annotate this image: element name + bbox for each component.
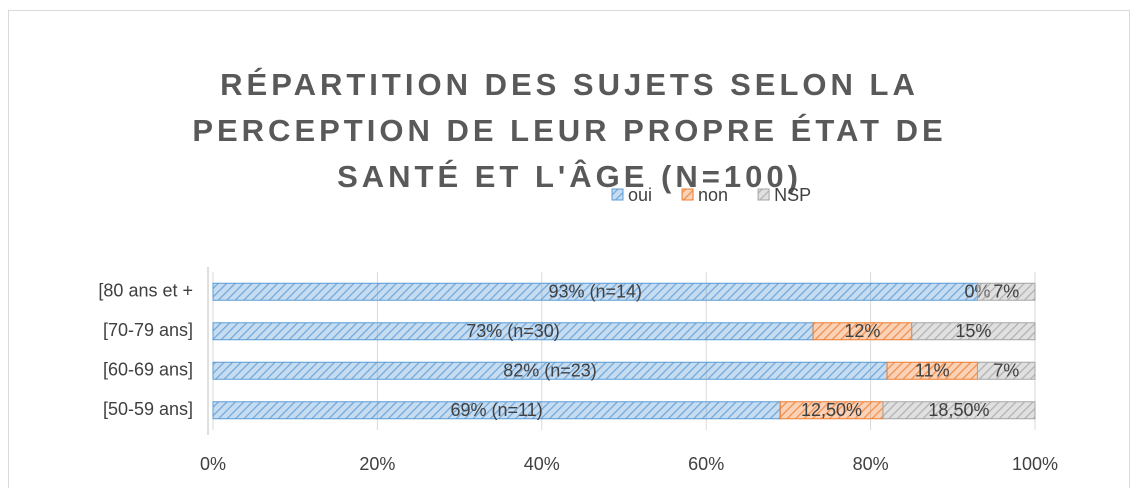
x-tick-label: 60% [688,454,724,474]
bar-segment [882,401,1036,420]
data-label: 15% [955,321,991,341]
x-tick-label: 80% [853,454,889,474]
y-tick-label: [50-59 ans] [103,399,193,419]
legend-swatch [757,188,770,201]
x-tick-label: 20% [359,454,395,474]
data-label: 82% (n=23) [503,361,597,381]
data-label: 73% (n=30) [466,321,560,341]
y-tick-label: [60-69 ans] [103,360,193,380]
bar-segment [976,361,1036,380]
data-label: 11% [915,361,950,381]
legend-label: NSP [774,185,811,205]
title-box: RÉPARTITION DES SUJETS SELON LA PERCEPTI… [0,62,1139,200]
chart-title: RÉPARTITION DES SUJETS SELON LA PERCEPTI… [192,67,947,194]
data-label: 12,50% [801,400,862,420]
x-tick-label: 0% [200,454,226,474]
data-label: 7% [993,282,1019,302]
legend-label: oui [628,185,652,205]
data-label: 12% [844,321,880,341]
y-tick-label: [80 ans et + [98,281,193,301]
x-tick-label: 100% [1012,454,1058,474]
bar-segment [976,282,1036,301]
bar-segment [911,322,1036,341]
data-label: 7% [993,361,1019,381]
legend-swatch [611,188,624,201]
data-label: 69% (n=11) [450,400,542,420]
data-label: 93% (n=14) [548,282,642,302]
legend-swatch [681,188,694,201]
x-tick-label: 40% [524,454,560,474]
chart-frame [8,10,1130,488]
legend-label: non [698,185,728,205]
y-tick-label: [70-79 ans] [103,320,193,340]
data-label: 18,50% [928,400,989,420]
